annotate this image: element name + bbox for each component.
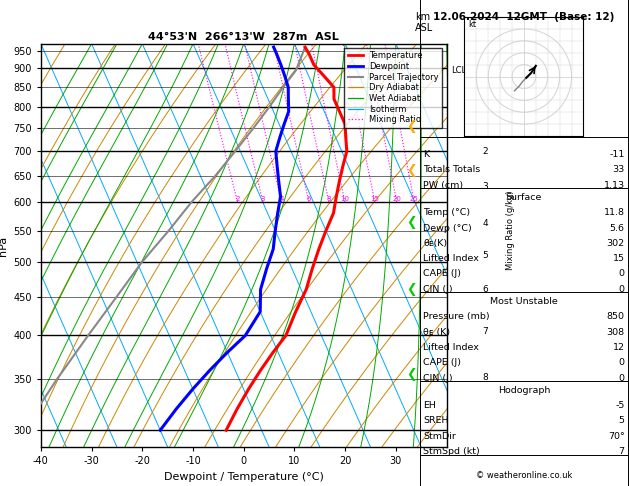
Text: 0: 0: [618, 358, 625, 367]
Text: CAPE (J): CAPE (J): [423, 358, 461, 367]
Text: 2: 2: [482, 147, 488, 156]
Text: Mixing Ratio (g/kg): Mixing Ratio (g/kg): [506, 191, 515, 270]
Text: 4: 4: [482, 219, 488, 228]
Text: 25: 25: [409, 196, 418, 202]
Text: Temp (°C): Temp (°C): [423, 208, 470, 217]
Text: Hodograph: Hodograph: [498, 386, 550, 395]
Text: Most Unstable: Most Unstable: [490, 297, 558, 306]
Text: 4: 4: [279, 196, 284, 202]
Text: CAPE (J): CAPE (J): [423, 269, 461, 278]
Text: 6: 6: [482, 285, 488, 294]
Text: StmSpd (kt): StmSpd (kt): [423, 447, 480, 456]
Text: LCL: LCL: [451, 66, 466, 75]
Text: StmDir: StmDir: [423, 432, 456, 441]
Text: 1: 1: [482, 99, 488, 107]
Text: 5.6: 5.6: [610, 224, 625, 232]
Text: 0: 0: [618, 374, 625, 382]
Text: 5: 5: [618, 417, 625, 425]
Text: Pressure (mb): Pressure (mb): [423, 312, 490, 321]
Text: 0: 0: [618, 269, 625, 278]
Text: 1.13: 1.13: [603, 181, 625, 190]
Text: ❮: ❮: [406, 164, 417, 177]
Text: ASL: ASL: [415, 23, 433, 34]
Text: EH: EH: [423, 401, 436, 410]
X-axis label: Dewpoint / Temperature (°C): Dewpoint / Temperature (°C): [164, 472, 324, 482]
Text: ❮: ❮: [406, 216, 417, 229]
Text: Totals Totals: Totals Totals: [423, 165, 481, 174]
Text: km: km: [415, 12, 430, 22]
Text: 308: 308: [606, 328, 625, 337]
Text: θᴇ (K): θᴇ (K): [423, 328, 450, 337]
Text: 12.06.2024  12GMT  (Base: 12): 12.06.2024 12GMT (Base: 12): [433, 12, 615, 22]
Text: SREH: SREH: [423, 417, 449, 425]
Text: 7: 7: [482, 327, 488, 336]
Legend: Temperature, Dewpoint, Parcel Trajectory, Dry Adiabat, Wet Adiabat, Isotherm, Mi: Temperature, Dewpoint, Parcel Trajectory…: [345, 48, 442, 127]
Text: 850: 850: [606, 312, 625, 321]
Text: 33: 33: [613, 165, 625, 174]
Title: 44°53'N  266°13'W  287m  ASL: 44°53'N 266°13'W 287m ASL: [148, 32, 339, 42]
Text: ❮: ❮: [406, 120, 417, 133]
Text: 8: 8: [326, 196, 331, 202]
Text: 2: 2: [235, 196, 240, 202]
Text: -11: -11: [610, 150, 625, 159]
Text: 15: 15: [370, 196, 379, 202]
Text: ❮: ❮: [406, 368, 417, 382]
Text: ❮: ❮: [406, 283, 417, 296]
Text: © weatheronline.co.uk: © weatheronline.co.uk: [476, 471, 572, 480]
Text: 0: 0: [618, 285, 625, 294]
Text: -5: -5: [615, 401, 625, 410]
Text: 10: 10: [340, 196, 350, 202]
Text: 15: 15: [613, 254, 625, 263]
Text: Surface: Surface: [506, 193, 542, 202]
Text: 7: 7: [618, 447, 625, 456]
Text: 6: 6: [306, 196, 311, 202]
Text: 20: 20: [392, 196, 401, 202]
Y-axis label: hPa: hPa: [0, 235, 8, 256]
Text: 70°: 70°: [608, 432, 625, 441]
Text: kt: kt: [468, 19, 476, 29]
Text: 8: 8: [482, 373, 488, 382]
Text: 5: 5: [482, 251, 488, 260]
Text: 12: 12: [613, 343, 625, 352]
Text: K: K: [423, 150, 430, 159]
Text: Lifted Index: Lifted Index: [423, 254, 479, 263]
Text: PW (cm): PW (cm): [423, 181, 464, 190]
Text: CIN (J): CIN (J): [423, 285, 453, 294]
Text: 11.8: 11.8: [604, 208, 625, 217]
Text: Lifted Index: Lifted Index: [423, 343, 479, 352]
Text: Dewp (°C): Dewp (°C): [423, 224, 472, 232]
Text: 3: 3: [482, 182, 488, 191]
Text: 302: 302: [606, 239, 625, 248]
Text: θᴇ(K): θᴇ(K): [423, 239, 447, 248]
Text: 3: 3: [260, 196, 265, 202]
Text: CIN (J): CIN (J): [423, 374, 453, 382]
